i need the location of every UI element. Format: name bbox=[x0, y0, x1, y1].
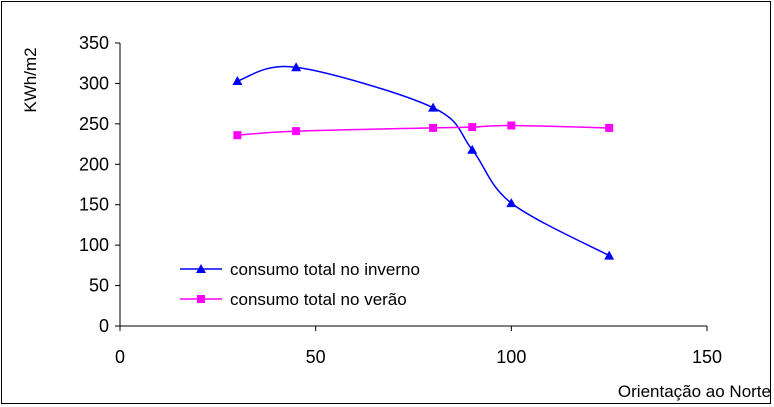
y-axis-title: KWh/m2 bbox=[21, 47, 40, 112]
y-tick-label: 0 bbox=[99, 316, 109, 336]
y-tick-label: 50 bbox=[89, 276, 109, 296]
y-tick-label: 200 bbox=[79, 154, 109, 174]
legend-item: consumo total no verão bbox=[180, 290, 407, 309]
data-point-marker bbox=[232, 76, 243, 86]
data-point-marker bbox=[605, 123, 614, 132]
data-point-marker bbox=[604, 250, 615, 260]
data-point-marker bbox=[507, 121, 516, 130]
data-point-marker bbox=[467, 144, 478, 154]
y-tick-label: 100 bbox=[79, 235, 109, 255]
y-tick-label: 250 bbox=[79, 114, 109, 134]
x-tick-label: 50 bbox=[306, 347, 326, 367]
x-tick-label: 150 bbox=[692, 347, 722, 367]
data-point-marker bbox=[506, 198, 517, 208]
legend-item: consumo total no inverno bbox=[180, 260, 420, 279]
legend-label: consumo total no inverno bbox=[230, 260, 420, 279]
x-axis-title: Orientação ao Norte bbox=[618, 382, 771, 401]
x-tick-label: 0 bbox=[115, 347, 125, 367]
data-point-marker bbox=[291, 62, 302, 72]
series-line bbox=[237, 65, 610, 257]
y-tick-label: 300 bbox=[79, 73, 109, 93]
data-point-marker bbox=[468, 123, 477, 132]
legend-label: consumo total no verão bbox=[230, 290, 407, 309]
series-summer bbox=[233, 121, 614, 140]
series-winter bbox=[232, 62, 615, 260]
x-tick-label: 100 bbox=[496, 347, 526, 367]
series-layer bbox=[232, 62, 615, 260]
data-point-marker bbox=[233, 131, 242, 140]
legend-swatch-marker bbox=[197, 295, 205, 303]
y-tick-label: 350 bbox=[79, 33, 109, 53]
axes: 0 50 100 150 200 250 300 350 0 50 100 150 bbox=[79, 33, 722, 367]
data-point-marker bbox=[428, 102, 439, 112]
data-point-marker bbox=[292, 127, 301, 136]
y-tick-label: 150 bbox=[79, 195, 109, 215]
data-point-marker bbox=[429, 123, 438, 132]
legend: consumo total no inverno consumo total no… bbox=[180, 260, 420, 309]
legend-swatch-marker bbox=[196, 264, 206, 273]
